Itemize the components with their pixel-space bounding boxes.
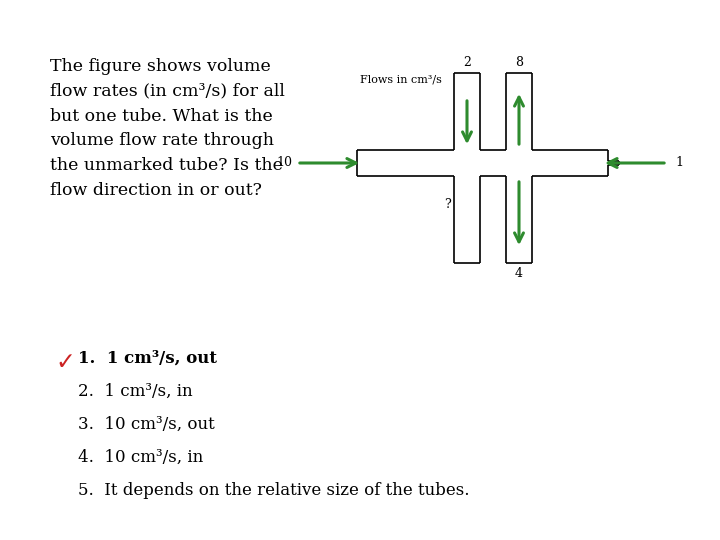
- Text: 4: 4: [515, 267, 523, 280]
- Text: 2.  1 cm³/s, in: 2. 1 cm³/s, in: [78, 383, 193, 400]
- Text: ✓: ✓: [55, 350, 75, 374]
- Text: Flows in cm³/s: Flows in cm³/s: [360, 75, 442, 85]
- Text: 5.  It depends on the relative size of the tubes.: 5. It depends on the relative size of th…: [78, 482, 469, 499]
- Text: 3.  10 cm³/s, out: 3. 10 cm³/s, out: [78, 416, 215, 433]
- Text: 8: 8: [515, 56, 523, 69]
- Text: The figure shows volume
flow rates (in cm³/s) for all
but one tube. What is the
: The figure shows volume flow rates (in c…: [50, 58, 285, 199]
- Text: ?: ?: [444, 198, 451, 211]
- Text: 10: 10: [276, 157, 292, 170]
- Text: 1: 1: [675, 157, 683, 170]
- Text: 4.  10 cm³/s, in: 4. 10 cm³/s, in: [78, 449, 203, 466]
- Text: 1.  1 cm³/s, out: 1. 1 cm³/s, out: [78, 350, 217, 367]
- Text: 2: 2: [463, 56, 471, 69]
